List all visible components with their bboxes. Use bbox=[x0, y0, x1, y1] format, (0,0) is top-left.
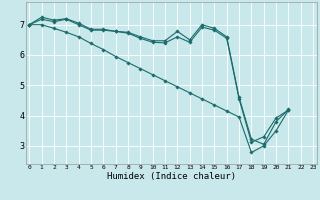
X-axis label: Humidex (Indice chaleur): Humidex (Indice chaleur) bbox=[107, 172, 236, 181]
